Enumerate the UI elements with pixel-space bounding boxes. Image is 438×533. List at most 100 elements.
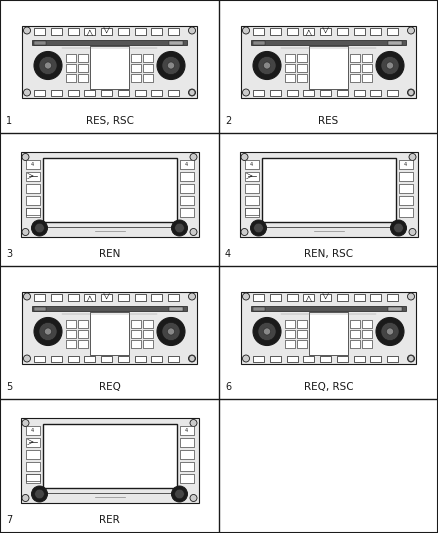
Circle shape <box>394 223 403 233</box>
Bar <box>320 90 331 95</box>
Text: REQ, RSC: REQ, RSC <box>304 382 353 392</box>
Bar <box>51 28 62 35</box>
Circle shape <box>167 328 174 335</box>
Bar <box>169 41 183 44</box>
Bar <box>362 74 372 82</box>
Bar <box>25 196 39 205</box>
Bar <box>387 90 398 95</box>
Bar <box>85 90 95 95</box>
Bar <box>180 449 194 458</box>
Circle shape <box>243 89 250 96</box>
Bar <box>244 183 258 192</box>
Circle shape <box>167 62 174 69</box>
Circle shape <box>162 56 180 75</box>
Bar <box>66 54 76 62</box>
Bar <box>180 438 194 447</box>
Bar <box>320 356 331 361</box>
Circle shape <box>39 56 57 75</box>
Bar <box>67 356 78 361</box>
Text: 3: 3 <box>6 249 12 259</box>
Bar <box>168 294 179 301</box>
Bar <box>143 320 153 328</box>
Bar <box>286 356 297 361</box>
Circle shape <box>24 27 31 34</box>
Bar <box>169 306 183 311</box>
Bar <box>285 54 295 62</box>
Bar <box>399 207 413 216</box>
Text: 2: 2 <box>225 116 231 126</box>
Bar <box>67 294 78 301</box>
Bar <box>362 54 372 62</box>
Text: 4: 4 <box>185 161 188 166</box>
Bar <box>244 208 258 215</box>
Bar <box>270 90 281 95</box>
Bar <box>297 320 307 328</box>
Bar <box>240 152 417 237</box>
Text: 4: 4 <box>225 249 231 259</box>
Circle shape <box>253 318 281 345</box>
Circle shape <box>162 322 180 341</box>
Circle shape <box>241 229 248 236</box>
Bar <box>51 294 62 301</box>
Circle shape <box>241 154 248 160</box>
Bar <box>78 320 88 328</box>
Text: 4: 4 <box>31 161 34 166</box>
Circle shape <box>175 223 184 233</box>
Bar <box>143 74 153 82</box>
Bar <box>34 294 45 301</box>
Circle shape <box>407 27 414 34</box>
Bar <box>353 28 365 35</box>
Bar <box>85 356 95 361</box>
Circle shape <box>391 220 406 236</box>
Bar <box>353 356 365 361</box>
Bar <box>285 64 295 72</box>
Bar <box>253 356 264 361</box>
Circle shape <box>243 293 250 300</box>
Circle shape <box>34 318 62 345</box>
Circle shape <box>407 355 414 362</box>
Bar <box>399 196 413 205</box>
Bar <box>304 356 314 361</box>
Bar <box>253 28 264 35</box>
Bar <box>118 356 129 361</box>
Circle shape <box>254 223 263 233</box>
Bar <box>67 28 78 35</box>
Bar <box>152 294 162 301</box>
Circle shape <box>408 356 414 361</box>
Circle shape <box>381 322 399 341</box>
Bar <box>51 356 62 361</box>
Circle shape <box>172 486 187 502</box>
Bar <box>34 356 45 361</box>
Text: 4: 4 <box>185 427 188 432</box>
Bar <box>180 425 194 434</box>
Bar <box>101 356 112 361</box>
Bar <box>78 54 88 62</box>
Bar <box>180 172 194 181</box>
Bar <box>337 356 348 361</box>
Bar <box>244 196 258 205</box>
Text: REQ: REQ <box>99 382 120 392</box>
Text: 4: 4 <box>404 161 407 166</box>
Bar <box>270 356 281 361</box>
Circle shape <box>376 52 404 79</box>
Circle shape <box>243 355 250 362</box>
Circle shape <box>32 486 47 502</box>
Bar <box>25 208 39 215</box>
Bar <box>78 330 88 338</box>
Text: 4: 4 <box>31 427 34 432</box>
Circle shape <box>258 322 276 341</box>
Bar <box>66 74 76 82</box>
Bar <box>387 356 398 361</box>
Bar <box>253 41 265 44</box>
Circle shape <box>39 322 57 341</box>
Bar <box>25 473 39 482</box>
Bar <box>118 90 129 95</box>
Bar <box>304 28 314 35</box>
Bar <box>371 28 381 35</box>
Circle shape <box>45 328 52 335</box>
Bar <box>387 28 398 35</box>
Bar <box>25 449 39 458</box>
Bar <box>286 294 297 301</box>
Bar <box>253 306 265 311</box>
Bar <box>22 292 197 364</box>
